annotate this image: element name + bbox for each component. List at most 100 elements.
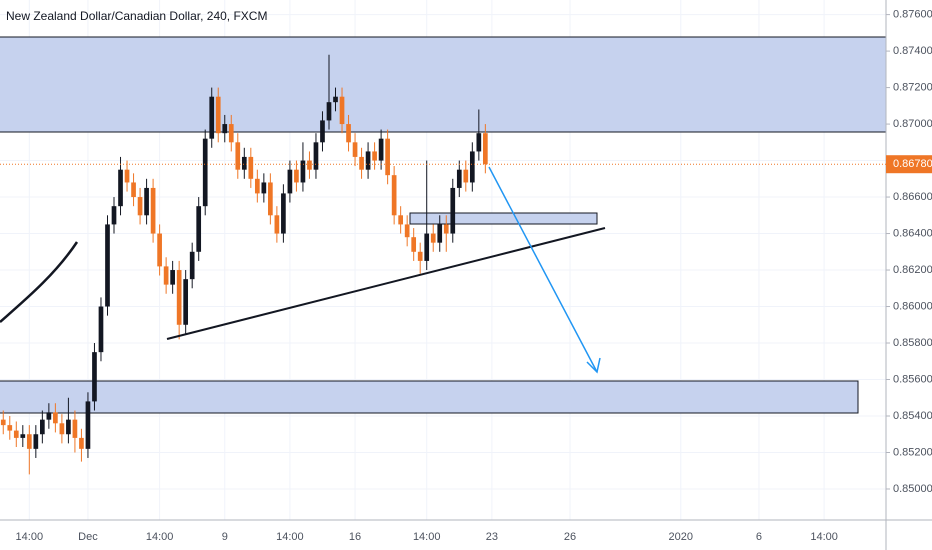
candle-body [483, 133, 488, 165]
y-tick-label: 0.86000 [893, 300, 932, 312]
y-tick-label: 0.87400 [893, 45, 932, 57]
last-price-box [886, 155, 932, 174]
candle-body [202, 138, 208, 207]
support-zone [0, 380, 859, 414]
drawings [0, 36, 886, 414]
candle-body [85, 401, 91, 449]
y-tick-label: 0.86200 [893, 264, 932, 276]
arrow-head [586, 357, 601, 374]
candle-body [241, 156, 247, 170]
candles [0, 54, 488, 475]
candle-body [163, 266, 169, 285]
x-tick-label: 26 [564, 531, 576, 543]
last-price-label: 0.86780 [893, 158, 932, 170]
candle-body [209, 96, 215, 139]
candle-body [222, 124, 228, 134]
axes: 0.876000.874000.872000.870000.868000.866… [0, 9, 932, 543]
candle-body [144, 187, 149, 216]
candle-body [313, 142, 319, 170]
candle-body [352, 142, 358, 157]
candle-body [79, 437, 84, 449]
candle-body [118, 169, 123, 207]
candle-body [111, 206, 117, 225]
candle-body [469, 151, 475, 183]
candle-body [339, 96, 345, 125]
x-tick-label: 14:00 [413, 531, 441, 543]
projection-arrow [488, 166, 598, 373]
y-tick-label: 0.85200 [893, 446, 932, 458]
x-tick-label: 6 [756, 531, 762, 543]
candle-body [40, 419, 45, 435]
candle-body [268, 182, 273, 216]
candle-body [450, 187, 456, 234]
candle-body [463, 169, 469, 183]
candle-body [46, 412, 52, 420]
candle-body [320, 120, 325, 143]
candle-body [294, 169, 299, 183]
x-tick-label: 2020 [669, 531, 693, 543]
candle-body [59, 423, 65, 435]
candle-body [346, 124, 351, 143]
y-tick-label: 0.87000 [893, 118, 932, 130]
candle-body [105, 224, 110, 307]
candle-body [124, 169, 130, 183]
candle-body [137, 197, 143, 216]
candle-body [235, 142, 241, 170]
candle-body [391, 175, 397, 216]
x-tick-label: 23 [486, 531, 498, 543]
chart-title: New Zealand Dollar/Canadian Dollar, 240,… [6, 9, 267, 23]
moving-average [0, 241, 79, 323]
candle-body [326, 102, 332, 121]
candle-body [430, 233, 436, 243]
x-tick-label: Dec [78, 531, 98, 543]
candle-body [7, 425, 13, 431]
candle-body [196, 206, 202, 252]
candle-body [72, 419, 78, 438]
candle-body [359, 156, 364, 170]
candle-body [92, 352, 97, 402]
y-tick-label: 0.85600 [893, 373, 932, 385]
candle-body [157, 233, 162, 267]
y-tick-label: 0.86400 [893, 227, 932, 239]
y-tick-label: 0.85800 [893, 337, 932, 349]
x-tick-label: 14:00 [146, 531, 174, 543]
candle-body [476, 133, 482, 152]
candle-body [365, 151, 371, 170]
y-tick-label: 0.85400 [893, 410, 932, 422]
candle-body [274, 215, 280, 234]
candle-body [261, 182, 267, 194]
candle-body [150, 187, 156, 234]
candle-body [0, 419, 6, 426]
y-tick-label: 0.87600 [893, 9, 932, 21]
y-tick-label: 0.86600 [893, 191, 932, 203]
candle-body [66, 419, 71, 435]
candle-body [287, 169, 293, 194]
candle-body [228, 124, 234, 143]
candle-body [411, 237, 417, 252]
candle-body [254, 178, 260, 194]
candle-body [398, 215, 403, 225]
candle-body [372, 151, 377, 161]
candle-body [215, 96, 221, 134]
trend-line [166, 227, 606, 340]
candle-body [189, 251, 195, 280]
candle-body [176, 270, 182, 325]
candle-body [300, 160, 306, 183]
candle-body [33, 434, 39, 449]
candle-body [131, 182, 136, 198]
candle-body [26, 434, 32, 449]
candle-body [437, 224, 443, 243]
y-tick-label: 0.85000 [893, 483, 932, 495]
candle-body [248, 156, 254, 179]
x-tick-label: 14:00 [276, 531, 304, 543]
x-tick-label: 16 [349, 531, 361, 543]
resistance-zone [0, 37, 886, 132]
candle-body [53, 412, 58, 424]
candle-body [378, 138, 384, 161]
candle-body [307, 160, 312, 170]
candle-body [333, 96, 338, 103]
y-tick-label: 0.87200 [893, 81, 932, 93]
x-tick-label: 14:00 [16, 531, 44, 543]
candle-body [98, 306, 104, 353]
